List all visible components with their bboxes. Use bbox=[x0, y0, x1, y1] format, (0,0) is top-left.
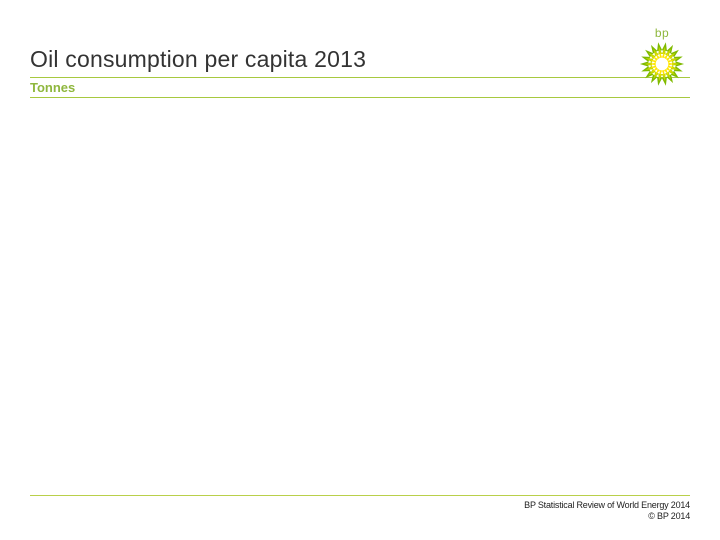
title-block: Oil consumption per capita 2013 Tonnes bbox=[30, 28, 690, 98]
header: Oil consumption per capita 2013 Tonnes bbox=[30, 28, 690, 98]
title-rule bbox=[30, 77, 690, 78]
footer-copyright: © BP 2014 bbox=[524, 511, 690, 522]
footer-rule bbox=[30, 495, 690, 496]
footer-source: BP Statistical Review of World Energy 20… bbox=[524, 500, 690, 511]
footer: BP Statistical Review of World Energy 20… bbox=[524, 500, 690, 523]
slide-container: Oil consumption per capita 2013 Tonnes b… bbox=[0, 0, 720, 540]
subtitle-rule bbox=[30, 97, 690, 98]
brand-logo: bp bbox=[634, 26, 690, 87]
page-subtitle: Tonnes bbox=[30, 80, 690, 95]
helios-icon bbox=[639, 41, 685, 87]
page-title: Oil consumption per capita 2013 bbox=[30, 46, 690, 73]
logo-text: bp bbox=[634, 26, 690, 40]
